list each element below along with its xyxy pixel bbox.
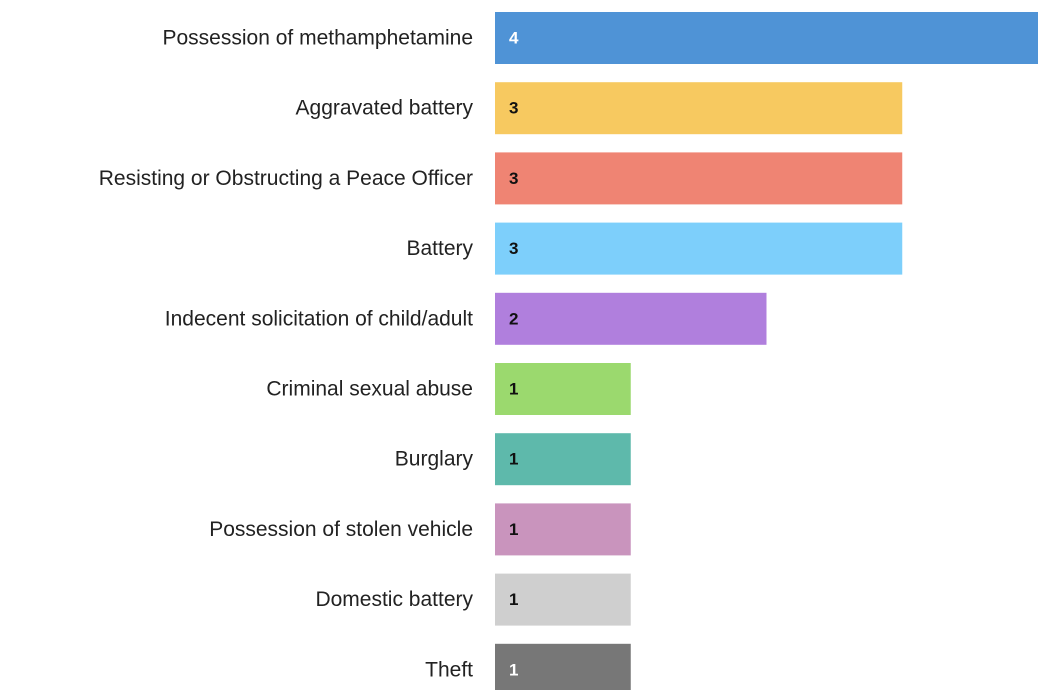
category-label-battery: Battery: [406, 237, 473, 260]
bars-layer: 4 3 3 3 2 1 1 1 1 1: [495, 12, 1038, 690]
value-label-possession-of-stolen-vehicle: 1: [509, 520, 518, 539]
bar-resisting-or-obstructing-a-peace-officer: [495, 152, 903, 205]
value-label-resisting-or-obstructing-a-peace-officer: 3: [509, 169, 518, 188]
bar-possession-of-methamphetamine: [495, 12, 1038, 64]
bar-theft: [495, 643, 631, 690]
category-label-resisting-or-obstructing-a-peace-officer: Resisting or Obstructing a Peace Officer: [99, 167, 473, 190]
category-label-burglary: Burglary: [395, 448, 474, 471]
category-label-possession-of-stolen-vehicle: Possession of stolen vehicle: [209, 518, 473, 541]
bar-domestic-battery: [495, 573, 631, 626]
bar-burglary: [495, 433, 631, 486]
bar-possession-of-stolen-vehicle: [495, 503, 631, 556]
value-label-criminal-sexual-abuse: 1: [509, 380, 518, 399]
value-label-theft: 1: [509, 660, 518, 679]
bar-aggravated-battery: [495, 82, 903, 135]
value-label-indecent-solicitation-of-child-adult: 2: [509, 309, 518, 328]
category-label-domestic-battery: Domestic battery: [315, 588, 473, 611]
value-label-possession-of-methamphetamine: 4: [509, 29, 519, 48]
category-label-indecent-solicitation-of-child-adult: Indecent solicitation of child/adult: [165, 307, 473, 330]
category-label-possession-of-methamphetamine: Possession of methamphetamine: [163, 27, 474, 50]
category-label-aggravated-battery: Aggravated battery: [296, 97, 474, 120]
value-label-battery: 3: [509, 239, 518, 258]
value-label-domestic-battery: 1: [509, 590, 518, 609]
bar-battery: [495, 222, 903, 275]
value-label-burglary: 1: [509, 450, 518, 469]
bar-indecent-solicitation-of-child-adult: [495, 292, 767, 345]
bar-criminal-sexual-abuse: [495, 363, 631, 415]
category-labels-layer: Possession of methamphetamine Aggravated …: [99, 27, 474, 682]
category-label-criminal-sexual-abuse: Criminal sexual abuse: [266, 378, 473, 401]
value-label-aggravated-battery: 3: [509, 99, 518, 118]
category-label-theft: Theft: [425, 658, 473, 681]
